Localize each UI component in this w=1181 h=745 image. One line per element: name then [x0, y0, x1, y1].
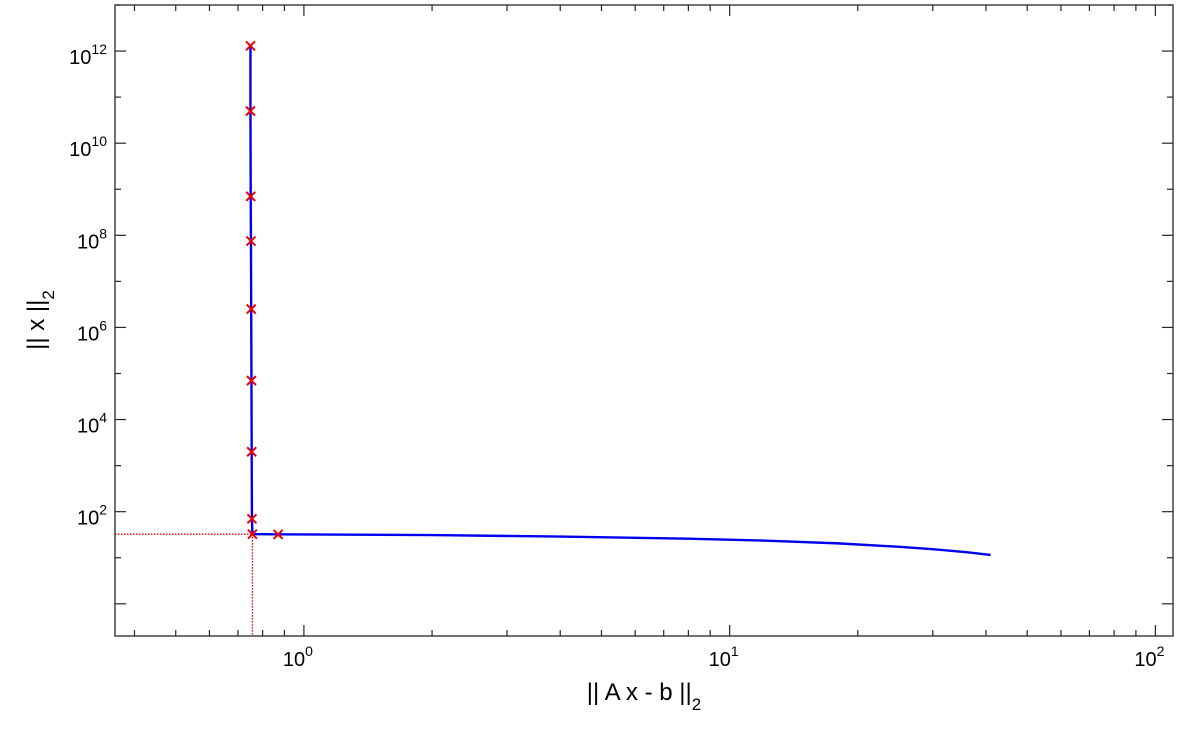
x-axis-label-main: || A x - b ||: [587, 679, 692, 706]
y-tick-label-exponent: 6: [99, 317, 107, 333]
y-axis-label-subscript: 2: [39, 290, 58, 299]
y-tick-label-exponent: 2: [99, 502, 107, 518]
x-marker-stroke: [245, 40, 256, 52]
x-tick-label-exponent: 1: [731, 643, 739, 659]
x-tick-label-exponent: 0: [305, 643, 313, 659]
y-tick-label-exponent: 12: [91, 41, 107, 57]
plot-area: [115, 5, 1173, 636]
y-tick-label-base: 10: [77, 323, 99, 345]
axis-ticks: [115, 4, 1173, 636]
x-marker-stroke: [245, 235, 257, 247]
y-axis-label: || x ||2: [23, 290, 58, 350]
y-tick-label-exponent: 10: [91, 133, 107, 149]
x-marker: [246, 513, 258, 525]
x-marker-stroke: [246, 513, 258, 525]
x-tick-label-exponent: 2: [1157, 643, 1165, 659]
l-curve-line: [249, 45, 991, 557]
x-marker-stroke: [272, 529, 284, 540]
x-marker: [245, 191, 256, 202]
y-tick-label-base: 10: [69, 139, 91, 161]
x-marker-stroke: [245, 191, 256, 202]
x-axis-label-subscript: 2: [692, 695, 701, 714]
corner-guide-lines: [115, 533, 254, 636]
x-marker-stroke: [246, 375, 257, 386]
y-tick-label-base: 10: [77, 508, 99, 530]
x-tick-label: 100: [283, 643, 313, 671]
x-marker-stroke: [246, 446, 257, 457]
x-marker: [247, 528, 258, 540]
x-marker: [245, 105, 256, 117]
y-tick-label-base: 10: [77, 231, 99, 253]
x-marker: [246, 446, 257, 457]
x-marker-stroke: [245, 303, 257, 315]
y-tick-label: 108: [77, 225, 107, 253]
y-tick-label: 104: [77, 410, 107, 438]
y-tick-label-base: 10: [69, 47, 91, 69]
y-tick-label: 106: [77, 317, 107, 345]
y-tick-label-base: 10: [77, 416, 99, 438]
x-marker: [245, 40, 256, 52]
y-tick-label: 1012: [69, 41, 107, 69]
series-lines: [249, 45, 991, 557]
x-marker: [272, 529, 284, 540]
y-tick-label: 1010: [69, 133, 107, 161]
y-tick-label: 102: [77, 502, 107, 530]
x-marker-stroke: [247, 528, 258, 540]
x-tick-label-base: 10: [1134, 649, 1156, 671]
y-tick-label-exponent: 8: [99, 225, 107, 241]
x-tick-label: 102: [1134, 643, 1164, 671]
x-tick-label: 101: [709, 643, 739, 671]
x-marker: [246, 375, 257, 386]
plot-frame: [114, 4, 1174, 637]
x-tick-labels: 100 101 102: [283, 643, 1165, 671]
x-marker-stroke: [245, 105, 256, 117]
x-marker: [245, 303, 257, 315]
x-tick-label-base: 10: [283, 649, 305, 671]
x-marker: [245, 235, 257, 247]
series-markers: [245, 40, 284, 540]
x-axis-label: || A x - b ||2: [587, 679, 701, 714]
y-axis-label-main: || x ||: [23, 300, 50, 350]
y-tick-label-exponent: 4: [99, 410, 107, 426]
x-tick-label-base: 10: [709, 649, 731, 671]
